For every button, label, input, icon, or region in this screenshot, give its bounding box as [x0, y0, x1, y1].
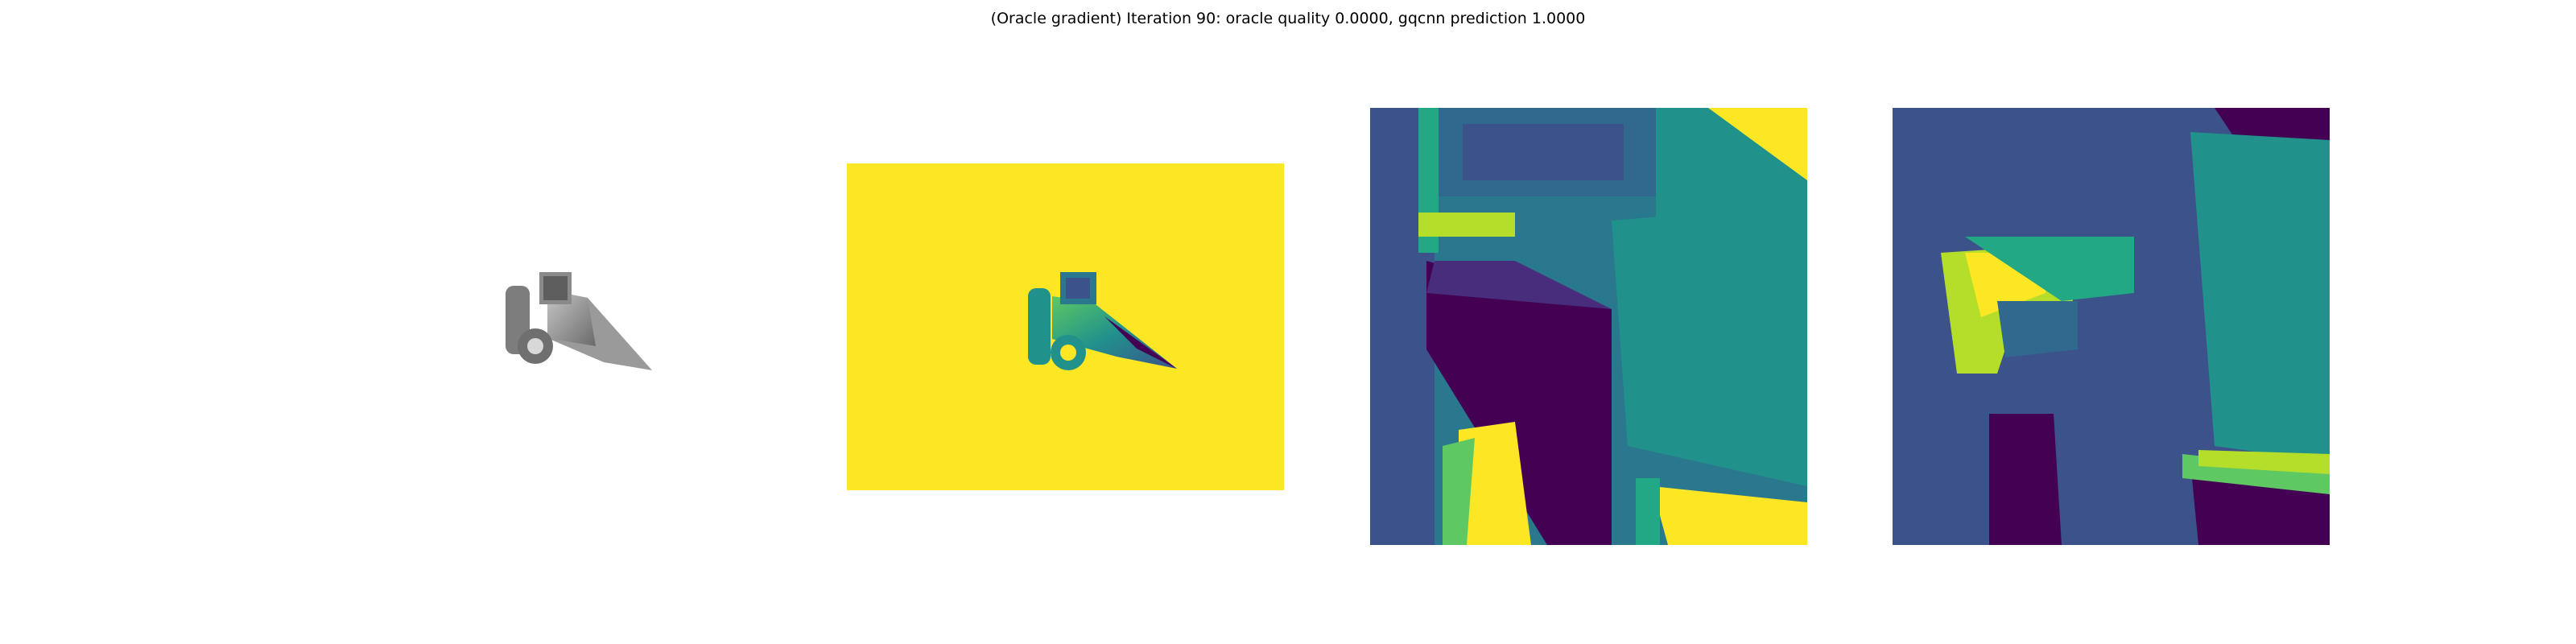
crop-gradient-panel-1 [1370, 108, 1807, 545]
figure-title: (Oracle gradient) Iteration 90: oracle q… [990, 10, 1586, 27]
rendered-object-panel [499, 266, 660, 386]
depth-image-panel [847, 163, 1284, 490]
crop-gradient-panel-2 [1893, 108, 2330, 545]
